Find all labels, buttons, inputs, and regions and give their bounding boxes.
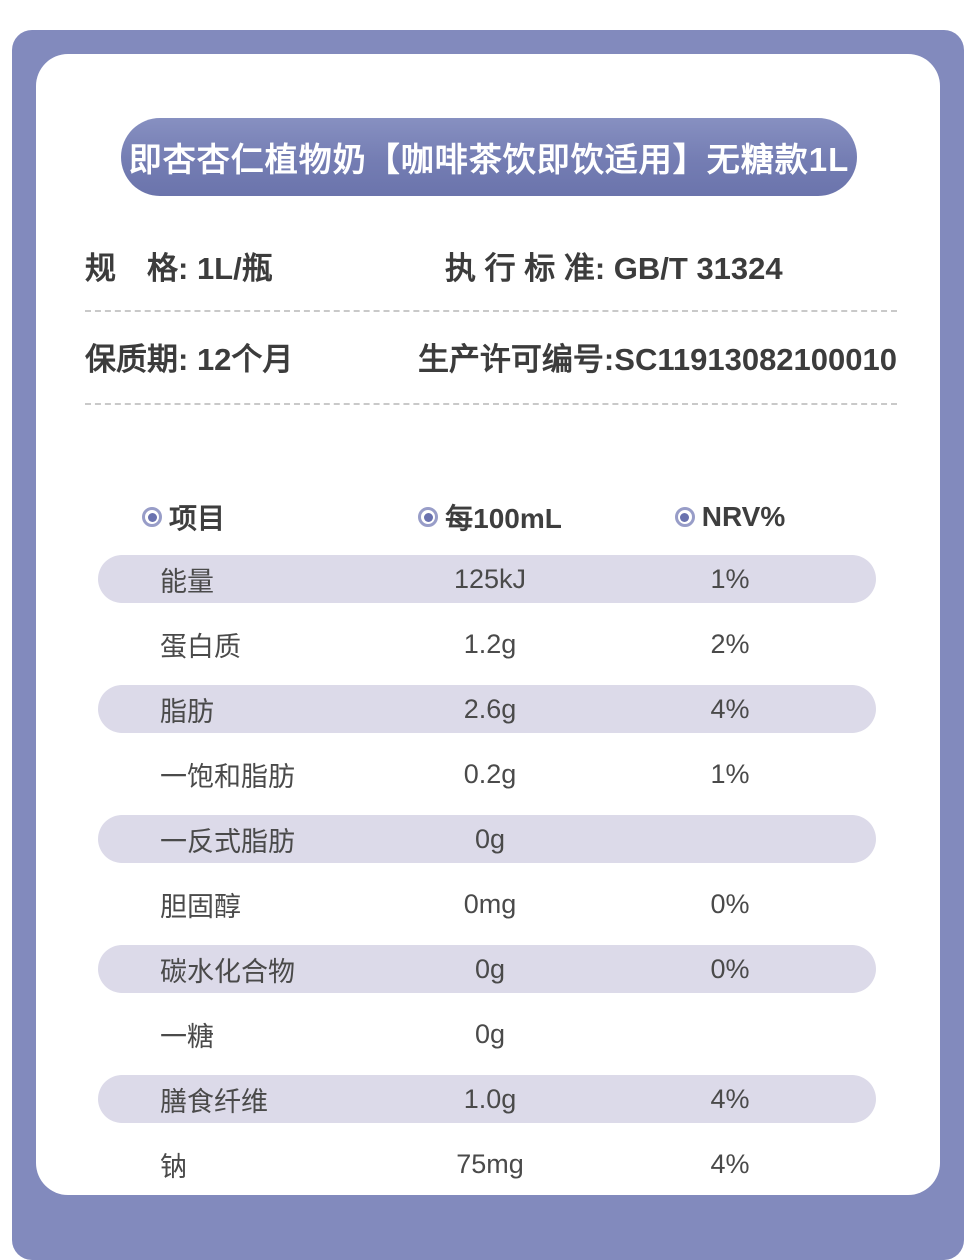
nutrient-name: 能量 — [160, 566, 214, 597]
table-row: 蛋白质 1.2g 2% — [98, 620, 876, 668]
product-title-pill: 即杏杏仁植物奶【咖啡茶饮即饮适用】无糖款1L — [121, 118, 857, 196]
spec-standard-label: 执 行 标 准: — [445, 251, 614, 286]
spec-shelf-life-value: 12个月 — [196, 342, 294, 377]
spec-size-label: 规 格: — [85, 251, 197, 286]
header-per-100ml: 每100mL — [396, 497, 584, 537]
table-row: 胆固醇 0mg 0% — [98, 880, 876, 928]
nrv-value: 2% — [710, 628, 750, 659]
table-row: 一糖 0g — [98, 1010, 876, 1058]
per-100ml-value: 0.2g — [463, 758, 517, 789]
nutrition-table-body: 能量 125kJ 1% 蛋白质 1.2g 2% 脂肪 2.6g 4% 一饱和脂肪 0.2g 1% 一反式… — [98, 555, 876, 1188]
nutrition-table: 项目 每100mL NRV% 能量 125kJ 1% 蛋白质 1.2g 2% 脂肪 2.6g 4… — [98, 494, 876, 1188]
spec-standard: 执 行 标 准: GB/T 31324 — [445, 243, 897, 288]
per-100ml-value: 0g — [474, 1018, 506, 1049]
bullseye-bullet-icon — [674, 507, 695, 527]
nutrient-name: 蛋白质 — [160, 631, 241, 662]
header-item-label: 项目 — [169, 503, 226, 534]
nrv-value: 0% — [710, 888, 750, 919]
header-item: 项目 — [98, 497, 396, 537]
nutrient-name: 一糖 — [160, 1021, 214, 1052]
outer-purple-frame: 即杏杏仁植物奶【咖啡茶饮即饮适用】无糖款1L 规 格: 1L/瓶 执 行 标 准… — [12, 30, 964, 1260]
bullseye-bullet-icon — [418, 507, 439, 527]
nrv-value: 1% — [710, 758, 750, 789]
spec-license-value: SC11913082100010 — [614, 342, 897, 377]
spec-standard-value: GB/T 31324 — [613, 251, 783, 286]
nutrient-name: 一反式脂肪 — [160, 826, 295, 857]
spec-size-value: 1L/瓶 — [196, 251, 273, 286]
table-row: 脂肪 2.6g 4% — [98, 685, 876, 733]
spec-license: 生产许可编号:SC11913082100010 — [418, 334, 897, 379]
table-row: 钠 75mg 4% — [98, 1140, 876, 1188]
table-row: 能量 125kJ 1% — [98, 555, 876, 603]
table-row: 碳水化合物 0g 0% — [98, 945, 876, 993]
nutrient-name: 一饱和脂肪 — [160, 761, 295, 792]
nrv-value: 4% — [710, 693, 750, 724]
product-info-card: 即杏杏仁植物奶【咖啡茶饮即饮适用】无糖款1L 规 格: 1L/瓶 执 行 标 准… — [36, 54, 940, 1195]
per-100ml-value: 125kJ — [453, 563, 527, 594]
nutrient-name: 脂肪 — [160, 696, 214, 727]
per-100ml-value: 1.2g — [463, 628, 517, 659]
nutrient-name: 膳食纤维 — [160, 1086, 268, 1117]
table-row: 一反式脂肪 0g — [98, 815, 876, 863]
per-100ml-value: 2.6g — [463, 693, 517, 724]
table-row: 膳食纤维 1.0g 4% — [98, 1075, 876, 1123]
per-100ml-value: 75mg — [456, 1148, 524, 1179]
nutrient-name: 钠 — [160, 1151, 187, 1182]
nrv-value: 1% — [710, 563, 750, 594]
bullseye-bullet-icon — [142, 507, 162, 527]
per-100ml-value: 1.0g — [463, 1083, 517, 1114]
per-100ml-value: 0mg — [463, 888, 517, 919]
spec-section: 规 格: 1L/瓶 执 行 标 准: GB/T 31324 保质期: 12个月 … — [85, 239, 897, 405]
spec-row: 保质期: 12个月 生产许可编号:SC11913082100010 — [85, 312, 897, 405]
table-row: 一饱和脂肪 0.2g 1% — [98, 750, 876, 798]
spec-shelf-life-label: 保质期: — [85, 342, 197, 377]
nrv-value: 4% — [710, 1083, 750, 1114]
spec-license-label: 生产许可编号: — [417, 342, 615, 377]
nutrition-table-header: 项目 每100mL NRV% — [98, 494, 876, 540]
header-nrv: NRV% — [584, 501, 876, 533]
nutrient-name: 胆固醇 — [160, 891, 241, 922]
spec-size: 规 格: 1L/瓶 — [85, 243, 445, 288]
per-100ml-value: 0g — [474, 953, 506, 984]
spec-shelf-life: 保质期: 12个月 — [85, 334, 418, 379]
nrv-value: 0% — [710, 953, 750, 984]
spec-row: 规 格: 1L/瓶 执 行 标 准: GB/T 31324 — [85, 239, 897, 312]
nutrient-name: 碳水化合物 — [160, 956, 295, 987]
header-per-100ml-label: 每100mL — [445, 503, 562, 534]
per-100ml-value: 0g — [474, 823, 506, 854]
header-nrv-label: NRV% — [701, 501, 786, 532]
nrv-value: 4% — [710, 1148, 750, 1179]
product-title: 即杏杏仁植物奶【咖啡茶饮即饮适用】无糖款1L — [128, 141, 850, 178]
